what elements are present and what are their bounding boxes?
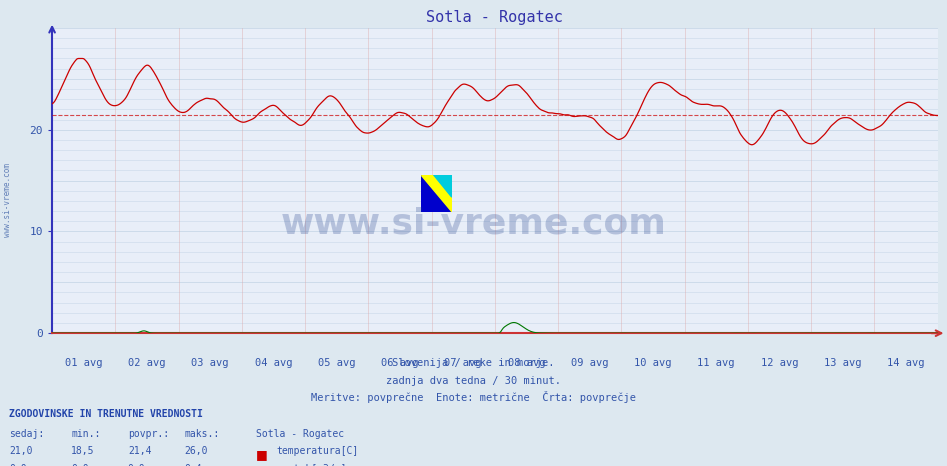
Text: 0,0: 0,0 xyxy=(9,464,27,466)
Text: min.:: min.: xyxy=(71,429,100,439)
Text: 09 avg: 09 avg xyxy=(571,357,608,368)
Text: sedaj:: sedaj: xyxy=(9,429,45,439)
Text: 03 avg: 03 avg xyxy=(191,357,229,368)
Text: www.si-vreme.com: www.si-vreme.com xyxy=(280,207,667,240)
Text: 01 avg: 01 avg xyxy=(65,357,102,368)
Text: 21,0: 21,0 xyxy=(9,446,33,456)
Text: 08 avg: 08 avg xyxy=(508,357,545,368)
Text: povpr.:: povpr.: xyxy=(128,429,169,439)
Text: ■: ■ xyxy=(256,448,267,461)
Text: 18,5: 18,5 xyxy=(71,446,95,456)
Text: 14 avg: 14 avg xyxy=(887,357,924,368)
Text: 12 avg: 12 avg xyxy=(760,357,798,368)
Text: 05 avg: 05 avg xyxy=(318,357,355,368)
Text: 0,4: 0,4 xyxy=(185,464,203,466)
Text: 13 avg: 13 avg xyxy=(824,357,862,368)
Text: 11 avg: 11 avg xyxy=(697,357,735,368)
Polygon shape xyxy=(434,175,452,197)
Text: 0,0: 0,0 xyxy=(71,464,89,466)
Text: 07 avg: 07 avg xyxy=(444,357,482,368)
Title: Sotla - Rogatec: Sotla - Rogatec xyxy=(426,10,563,26)
Text: zadnja dva tedna / 30 minut.: zadnja dva tedna / 30 minut. xyxy=(386,376,561,385)
Text: Meritve: povprečne  Enote: metrične  Črta: povprečje: Meritve: povprečne Enote: metrične Črta:… xyxy=(311,391,636,403)
Text: 02 avg: 02 avg xyxy=(128,357,166,368)
Text: 10 avg: 10 avg xyxy=(634,357,671,368)
Text: 06 avg: 06 avg xyxy=(382,357,419,368)
Polygon shape xyxy=(421,175,452,212)
Text: 21,4: 21,4 xyxy=(128,446,152,456)
Text: maks.:: maks.: xyxy=(185,429,220,439)
Text: Sotla - Rogatec: Sotla - Rogatec xyxy=(256,429,344,439)
Text: 26,0: 26,0 xyxy=(185,446,208,456)
Text: temperatura[C]: temperatura[C] xyxy=(277,446,359,456)
Text: 04 avg: 04 avg xyxy=(255,357,293,368)
Text: 0,0: 0,0 xyxy=(128,464,146,466)
Polygon shape xyxy=(421,175,452,212)
Text: ZGODOVINSKE IN TRENUTNE VREDNOSTI: ZGODOVINSKE IN TRENUTNE VREDNOSTI xyxy=(9,409,204,419)
Text: Slovenija / reke in morje.: Slovenija / reke in morje. xyxy=(392,358,555,368)
Text: pretok[m3/s]: pretok[m3/s] xyxy=(277,464,347,466)
Text: www.si-vreme.com: www.si-vreme.com xyxy=(3,164,12,237)
